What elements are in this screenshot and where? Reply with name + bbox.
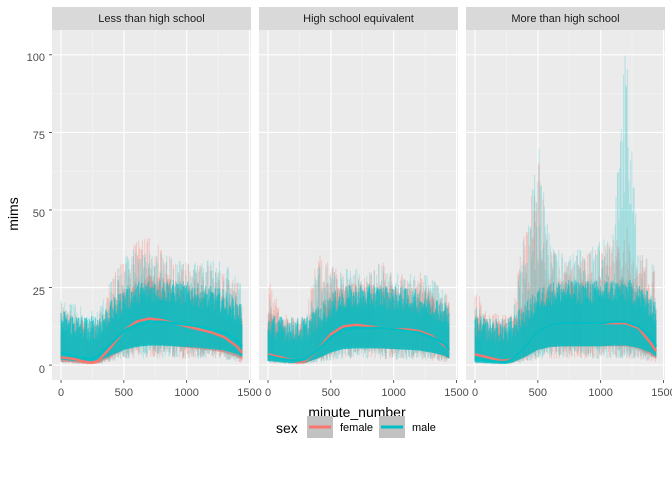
facet-strip bbox=[259, 7, 458, 30]
facet-panel: Less than high school 0 500 1000 1500 bbox=[52, 7, 262, 399]
facet-label: Less than high school bbox=[98, 13, 204, 25]
legend-label-male: male bbox=[412, 422, 436, 434]
smooth-line-male bbox=[60, 320, 243, 361]
x-tick-label: 0 bbox=[472, 387, 478, 399]
y-axis-title: mims bbox=[5, 197, 21, 230]
facet-strip bbox=[52, 7, 251, 30]
smooth-line-female bbox=[267, 323, 450, 364]
y-tick-label: 75 bbox=[33, 130, 45, 142]
legend-title: sex bbox=[276, 420, 298, 436]
x-tick-label: 0 bbox=[58, 387, 64, 399]
legend: sex female male bbox=[276, 416, 436, 438]
facet-label: More than high school bbox=[511, 13, 619, 25]
x-tick-label: 500 bbox=[115, 387, 133, 399]
facet-label: High school equivalent bbox=[303, 13, 414, 25]
x-tick-label: 1500 bbox=[237, 387, 261, 399]
x-tick-label: 500 bbox=[529, 387, 547, 399]
x-tick-label: 1500 bbox=[444, 387, 468, 399]
y-tick-label: 0 bbox=[39, 364, 45, 376]
facet-panel: High school equivalent 0 500 1000 1500 bbox=[259, 7, 469, 399]
y-tick-label: 50 bbox=[33, 208, 45, 220]
smooth-line-male bbox=[474, 320, 658, 364]
y-tick-label: 25 bbox=[33, 286, 45, 298]
x-tick-label: 500 bbox=[322, 387, 340, 399]
facet-panel: More than high school 0 500 1000 1500 bbox=[466, 7, 672, 399]
facet-strip bbox=[466, 7, 665, 30]
x-tick-label: 1000 bbox=[381, 387, 405, 399]
y-axis-ticks: 0 25 50 75 100 bbox=[27, 52, 52, 376]
legend-label-female: female bbox=[340, 422, 373, 434]
x-tick-label: 1000 bbox=[588, 387, 612, 399]
smooth-line-female bbox=[60, 317, 243, 364]
y-tick-label: 100 bbox=[27, 52, 45, 64]
x-tick-label: 1000 bbox=[174, 387, 198, 399]
x-tick-label: 1500 bbox=[651, 387, 672, 399]
x-tick-label: 0 bbox=[265, 387, 271, 399]
smooth-line-male bbox=[267, 326, 450, 362]
